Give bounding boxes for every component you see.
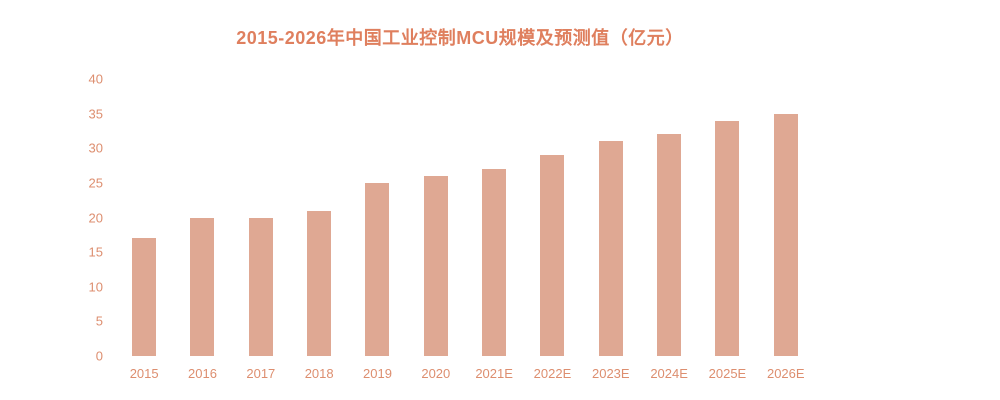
bar <box>307 210 332 356</box>
bar <box>248 217 273 356</box>
bar-column <box>348 79 406 356</box>
plot-area <box>115 79 815 356</box>
x-axis-label: 2022E <box>533 366 572 381</box>
x-axis: 2015 2016 2017 2018 2019 2020 2021E 2022E 2023E 2… <box>115 366 815 381</box>
bar <box>773 113 798 356</box>
bar <box>190 217 215 356</box>
bar <box>598 141 623 356</box>
x-axis-label: 2021E <box>475 366 513 381</box>
y-tick-label: 40 <box>88 71 103 87</box>
bar <box>132 238 157 356</box>
bar-column <box>173 79 231 356</box>
bar-column <box>757 79 815 356</box>
bar-column <box>232 79 290 356</box>
bar-column <box>115 79 173 356</box>
bar-column <box>523 79 581 356</box>
y-tick-label: 35 <box>88 106 103 122</box>
bar <box>540 155 565 356</box>
y-tick-label: 25 <box>88 175 103 191</box>
y-tick-label: 0 <box>95 348 103 364</box>
bar <box>715 120 740 356</box>
x-axis-label: 2023E <box>591 366 630 381</box>
y-tick-label: 10 <box>88 279 103 295</box>
bar <box>657 134 682 356</box>
x-axis-label: 2018 <box>304 366 334 381</box>
bar <box>365 182 390 356</box>
y-axis: 0 5 10 15 20 25 30 35 40 <box>55 73 103 363</box>
x-axis-label: 2020 <box>421 366 451 381</box>
bar <box>482 169 507 356</box>
bar-column <box>407 79 465 356</box>
x-axis-label: 2025E <box>708 366 747 381</box>
chart-title: 2015-2026年中国工业控制MCU规模及预测值（亿元） <box>236 28 684 48</box>
bar-column <box>465 79 523 356</box>
bar-column <box>290 79 348 356</box>
x-axis-label: 2026E <box>766 366 805 381</box>
x-axis-label: 2016 <box>188 366 217 381</box>
bar-column <box>640 79 698 356</box>
bar-column <box>698 79 756 356</box>
y-tick-label: 30 <box>88 140 103 156</box>
y-tick-label: 5 <box>95 313 103 329</box>
bar <box>423 175 448 356</box>
y-tick-label: 20 <box>88 210 103 225</box>
y-tick-label: 15 <box>88 244 103 260</box>
x-axis-label: 2024E <box>650 366 688 381</box>
x-axis-label: 2015 <box>129 366 159 381</box>
x-axis-label: 2017 <box>246 366 276 381</box>
x-axis-label: 2019 <box>363 366 392 381</box>
bar-column <box>582 79 640 356</box>
